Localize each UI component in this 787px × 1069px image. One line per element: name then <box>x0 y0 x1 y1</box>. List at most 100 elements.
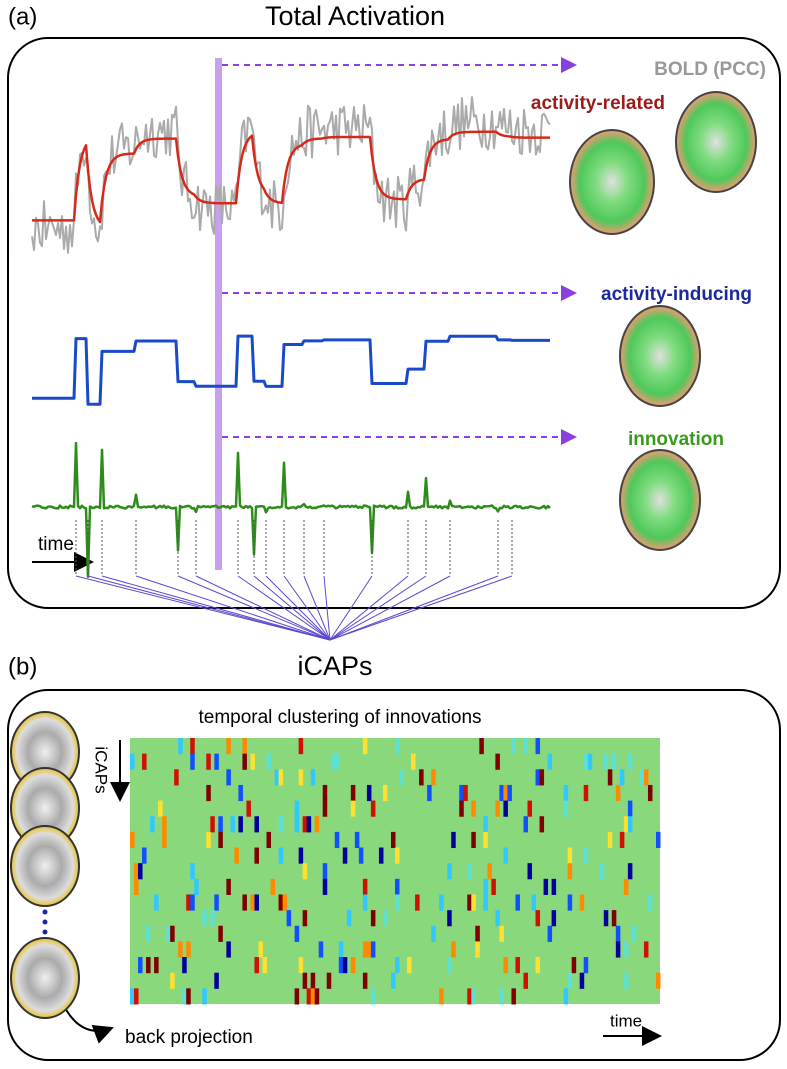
heatmap-cell <box>266 831 272 849</box>
heatmap-cell <box>411 753 416 770</box>
heatmap-cell <box>491 878 496 895</box>
heatmap-cell <box>262 957 268 974</box>
heatmap-cell <box>511 738 516 755</box>
dot <box>42 919 48 925</box>
heatmap-cell <box>302 816 308 833</box>
heatmap-cell <box>166 925 171 942</box>
heatmap-cell <box>350 957 356 974</box>
heatmap-cell <box>138 957 143 974</box>
brain-map <box>10 937 80 1019</box>
heatmap-cell <box>254 957 259 974</box>
time-highlight <box>215 58 222 570</box>
heatmap-cell <box>202 910 207 927</box>
fan-line <box>329 575 499 641</box>
innovation-signal <box>31 441 551 579</box>
heatmap-cell <box>254 894 259 911</box>
heatmap-cell <box>210 910 215 927</box>
fan-line <box>87 575 331 641</box>
heatmap-cell <box>567 972 573 989</box>
heatmap-cell <box>619 769 625 786</box>
panel-label: (b) <box>8 653 37 680</box>
heatmap-cell <box>342 847 348 864</box>
heatmap-cell <box>655 972 661 989</box>
heatmap-cell <box>395 738 400 755</box>
heatmap-cell <box>190 863 195 880</box>
heatmap-cell <box>158 800 163 817</box>
heatmap-cell <box>567 863 573 880</box>
heatmap-cell <box>310 769 316 786</box>
panel-title: iCAPs <box>297 651 372 681</box>
heatmap-cell <box>226 878 231 895</box>
heatmap-cell <box>447 957 452 974</box>
heatmap-cell <box>298 738 304 755</box>
heatmap-cell <box>134 863 139 880</box>
heatmap-cell <box>366 784 372 802</box>
heatmap-cell <box>579 894 585 911</box>
heatmap-cell <box>459 800 464 817</box>
heatmap-cell <box>258 941 263 958</box>
back-projection-label: back projection <box>125 1027 253 1048</box>
heatmap-cell <box>587 753 593 770</box>
heatmap-cell <box>142 753 147 770</box>
heatmap-cell <box>330 753 336 770</box>
heatmap-cell <box>186 894 191 911</box>
heatmap-cell <box>278 894 284 911</box>
heatmap-cell <box>527 863 533 880</box>
heatmap-cell <box>334 753 340 770</box>
heatmap-cell <box>495 753 500 770</box>
heatmap-cell <box>563 784 569 802</box>
heatmap-cell <box>178 738 183 755</box>
heatmap-cell <box>322 800 328 817</box>
heatmap-cell <box>294 800 300 817</box>
heatmap-cell <box>174 769 179 786</box>
heatmap-cell <box>346 910 352 927</box>
heatmap-cell <box>206 784 211 802</box>
heatmap-cell <box>218 831 223 849</box>
heatmap-cell <box>431 925 436 942</box>
brain-map <box>619 449 701 551</box>
heatmap-cell <box>499 925 504 942</box>
heatmap-cell <box>238 784 243 802</box>
heatmap-cell <box>142 847 147 864</box>
heatmap-cell <box>326 972 332 989</box>
heatmap-cell <box>535 910 541 927</box>
heatmap-cell <box>487 863 492 880</box>
heatmap-cell <box>150 816 155 833</box>
heatmap-cell <box>314 988 320 1005</box>
heatmap-cell <box>599 863 605 880</box>
heatmap-cell <box>535 957 541 974</box>
heatmap-cell <box>190 753 195 770</box>
heatmap-cell <box>382 784 388 802</box>
heatmap-cell <box>511 988 516 1005</box>
heatmap-cell <box>527 800 533 817</box>
heatmap-cell <box>619 831 625 849</box>
heatmap-cell <box>230 816 235 833</box>
heatmap-cell <box>190 738 195 755</box>
heatmap-cell <box>467 894 472 911</box>
heatmap-cell <box>567 894 573 911</box>
heatmap-cell <box>579 972 585 989</box>
heatmap-cell <box>206 831 211 849</box>
heatmap-cell <box>615 784 621 802</box>
heatmap-cell <box>431 769 436 786</box>
heatmap-cell <box>523 816 528 833</box>
heatmap-cell <box>218 816 223 833</box>
heatmap-cell <box>250 753 255 770</box>
innovation-label: innovation <box>628 429 724 450</box>
heatmap-cell <box>567 847 573 864</box>
heatmap-cell <box>146 957 151 974</box>
heatmap-cell <box>278 847 284 864</box>
heatmap-cell <box>647 784 653 802</box>
heatmap-cell <box>170 925 175 942</box>
heatmap-cell <box>286 910 292 927</box>
heatmap-cell <box>563 800 569 817</box>
fan-line <box>329 575 451 641</box>
heatmap-cell <box>218 925 223 942</box>
brain-map <box>619 305 701 407</box>
inducing-label: activity-inducing <box>601 284 752 305</box>
heatmap-cell <box>162 816 167 833</box>
heatmap-cell <box>294 925 300 942</box>
heatmap-cell <box>471 894 476 911</box>
heatmap-cell <box>298 957 304 974</box>
heatmap-cell <box>350 800 356 817</box>
